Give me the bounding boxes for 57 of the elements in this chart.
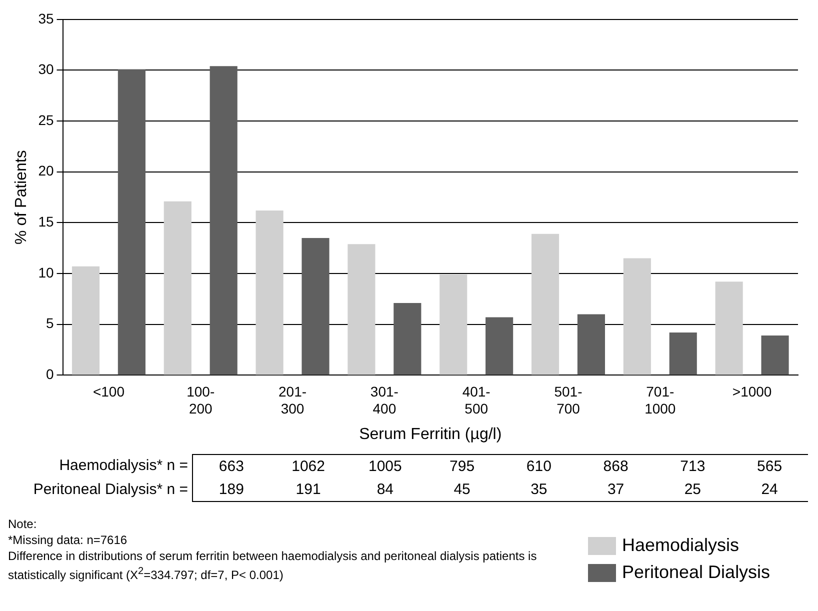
legend-label: Peritoneal Dialysis: [622, 562, 770, 583]
text: 1005: [368, 457, 403, 477]
text: 189: [218, 480, 245, 500]
text: 84: [376, 480, 395, 500]
text: Peritoneal Dialysis* n =: [32, 480, 188, 500]
text: 37: [606, 480, 626, 500]
x-tick-label: 100-200: [186, 383, 215, 416]
y-tick-label: 15: [38, 214, 54, 230]
bar: [486, 317, 514, 375]
bar: [256, 210, 284, 375]
x-tick-label: 401-500: [462, 383, 491, 416]
x-tick-label: 701-1000: [644, 383, 676, 416]
bar: [531, 234, 560, 375]
bar: [669, 332, 697, 375]
text: 795: [448, 457, 476, 477]
bar: [302, 238, 330, 375]
bar: [210, 66, 238, 375]
bar: [715, 282, 743, 375]
text: 868: [602, 457, 630, 477]
y-tick-label: 30: [38, 61, 54, 78]
x-tick-label: 501-700: [554, 383, 583, 416]
x-tick-label: <100: [92, 383, 125, 400]
text: 24: [760, 480, 779, 500]
y-tick-label: 25: [38, 112, 54, 128]
x-tick-label: >1000: [732, 383, 772, 400]
text: 1062: [290, 457, 326, 477]
text: Haemodialysis* n =: [58, 456, 188, 476]
text: 713: [679, 457, 706, 477]
text: *Missing data: n=7616: [8, 532, 128, 548]
bar: [761, 336, 789, 375]
bar: [118, 69, 146, 375]
text: 25: [683, 480, 702, 500]
bar: [577, 314, 606, 375]
y-axis-title: % of Patients: [13, 150, 30, 244]
x-axis-title: Serum Ferritin (µg/l): [359, 426, 502, 443]
text: 45: [452, 480, 472, 500]
legend-label: Haemodialysis: [622, 535, 740, 556]
y-tick-label: 0: [46, 366, 54, 382]
bar: [164, 201, 192, 375]
bar: [623, 258, 651, 375]
text: Note:: [8, 516, 38, 532]
bar: [440, 274, 468, 375]
text: 565: [756, 457, 784, 477]
x-tick-label: 301-400: [370, 383, 399, 416]
bar: [72, 266, 100, 375]
text: 610: [525, 457, 552, 477]
x-tick-label: 201-300: [278, 383, 307, 416]
y-tick-label: 5: [46, 315, 54, 332]
text: 663: [218, 457, 245, 477]
text: Difference in distributions of serum ferritin between haemodialysis and peritoneal dialysis patients is statistically significant (X$^{2}$=334.797; df=7, P< 0.001): [8, 548, 538, 583]
text: 35: [530, 480, 548, 500]
text: 191: [294, 480, 322, 500]
y-tick-label: 35: [38, 10, 54, 26]
y-tick-label: 20: [38, 162, 54, 179]
y-tick-label: 10: [38, 264, 54, 280]
bar: [348, 244, 376, 375]
bar: [394, 303, 422, 375]
